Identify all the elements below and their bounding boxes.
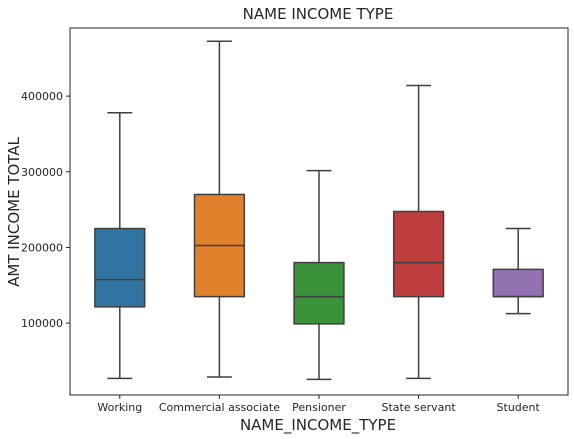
box-pensioner (293, 261, 345, 325)
x-tick-label-state-servant: State servant (382, 401, 457, 414)
box-state-servant (392, 210, 445, 298)
y-axis-label: AMT INCOME TOTAL (5, 136, 23, 286)
x-tick-label-working: Working (97, 401, 142, 414)
x-tick-label-pensioner: Pensioner (292, 401, 346, 414)
box-working (94, 227, 146, 308)
x-tick-label-student: Student (497, 401, 541, 414)
x-axis-label: NAME_INCOME_TYPE (240, 416, 396, 435)
x-tick-label-commercial-associate: Commercial associate (159, 401, 280, 414)
y-tick-label: 300000 (21, 166, 63, 179)
y-tick-label: 200000 (21, 241, 63, 254)
plot-area: 100000 200000 300000 400000 Working Commercia… (21, 27, 569, 414)
chart-title: NAME INCOME TYPE (243, 5, 394, 23)
y-tick-label: 100000 (21, 317, 63, 330)
y-tick-label: 400000 (21, 90, 63, 103)
box-student (492, 268, 544, 298)
